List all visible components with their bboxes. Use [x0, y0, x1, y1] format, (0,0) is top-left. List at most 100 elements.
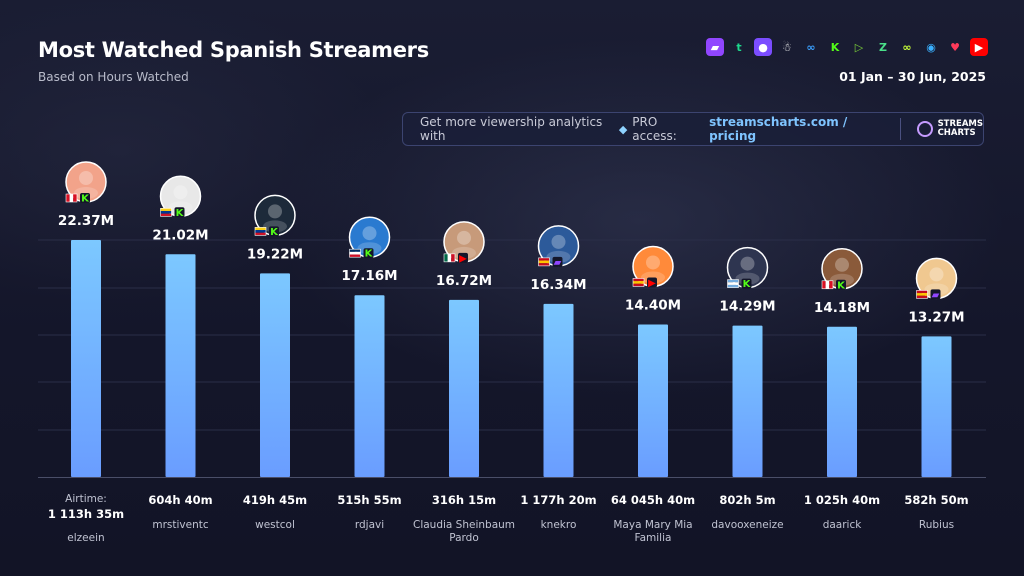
value-label: 17.16M [341, 268, 397, 284]
value-label: 22.37M [58, 213, 114, 229]
promo-banner[interactable]: Get more viewership analytics with ◆ PRO… [402, 112, 984, 146]
rumble-icon: ▷ [854, 40, 864, 54]
bar-5 [449, 299, 479, 477]
flag-stripe [349, 249, 361, 252]
flag-colombia-icon [160, 208, 172, 217]
flag-stripe [255, 232, 266, 236]
twitch-icon: ▰ [932, 290, 940, 301]
airtime-value: 1 113h 35m [48, 507, 124, 521]
page-title: Most Watched Spanish Streamers [38, 38, 429, 62]
flag-spain-icon [538, 257, 550, 267]
flag-argentina-icon [727, 279, 739, 288]
streamer-name: daarick [823, 519, 863, 531]
pricing-link[interactable]: streamscharts.com / pricing [709, 115, 848, 143]
kick-badge-bg [363, 248, 374, 259]
flag-stripe [66, 194, 70, 202]
flag-stripe [829, 280, 833, 289]
flag-stripe [727, 284, 739, 288]
value-label: 21.02M [152, 227, 208, 243]
kick-icon-alt: ● [754, 38, 772, 56]
avatar-face [173, 185, 188, 200]
avatar-face [79, 171, 93, 185]
airtime-value: 419h 45m [243, 493, 307, 507]
twitch-icon: ▰ [554, 257, 562, 268]
streamscharts-logo: STREAMS CHARTS [916, 120, 983, 138]
kick-icon: K [176, 208, 185, 219]
logo-mark-icon [916, 121, 933, 137]
youtube-badge-bg [647, 277, 657, 288]
avatar-face [362, 226, 377, 241]
flag-stripe [633, 283, 644, 287]
streamer-name: mrstiventc [152, 519, 208, 531]
logo-line1: STREAMS [937, 119, 983, 129]
flag-stripe [727, 282, 739, 285]
avatar-face [929, 267, 944, 282]
page-subtitle: Based on Hours Watched [38, 70, 189, 84]
logo-line2: CHARTS [937, 128, 976, 138]
flag-stripe [160, 208, 172, 211]
flag-stripe [825, 280, 830, 289]
streamer-name: Maya Mary Mia [613, 519, 692, 531]
diamond-icon: ◆ [618, 122, 628, 136]
youtube-icon: ▶ [459, 253, 467, 264]
flag-colombia-icon [254, 227, 267, 236]
flag-stripe [727, 279, 739, 283]
airtime-label: Airtime: [65, 493, 107, 505]
airtime-value: 1 177h 20m [520, 493, 596, 507]
infinity-icon: ∞ [806, 40, 816, 54]
bar-3 [260, 273, 290, 477]
flag-stripe [538, 263, 550, 266]
bar-6 [543, 303, 574, 477]
trovo-icon: t [736, 40, 742, 54]
flag-stripe [916, 290, 928, 294]
kick-icon: K [81, 194, 90, 205]
flag-stripe [255, 230, 266, 233]
avatar-face [835, 257, 849, 272]
avatar-face [268, 204, 282, 219]
value-label: 14.40M [625, 297, 681, 313]
value-label: 19.22M [247, 246, 303, 262]
flag-stripe [538, 257, 550, 261]
airtime-value: 515h 55m [337, 493, 401, 507]
flag-stripe [349, 251, 361, 255]
flag-stripe [73, 194, 77, 202]
platform-icons: ▰ t ● ☃ ∞ K ▷ Z ∞ ◉ ♥ ▶ [706, 38, 988, 56]
streamer-name: Pardo [449, 532, 479, 544]
flag-stripe [538, 260, 550, 264]
value-label: 14.29M [719, 299, 775, 315]
flag-peru-icon [65, 193, 78, 203]
kick-badge-bg [80, 193, 90, 203]
promo-text: Get more viewership analytics with [420, 115, 603, 143]
flag-stripe [633, 281, 644, 284]
flag-stripe [633, 278, 644, 282]
heart-icon: ♥ [950, 40, 960, 54]
bar-8 [732, 325, 763, 477]
value-label: 14.18M [814, 300, 870, 316]
streamer-name: westcol [255, 519, 295, 531]
flag-stripe [916, 293, 928, 296]
flag-stripe [69, 194, 74, 202]
streamer-name: knekro [541, 519, 577, 531]
bar-9 [827, 326, 857, 477]
kick-icon: K [270, 227, 279, 238]
airtime-value: 802h 5m [719, 493, 775, 507]
value-label: 16.34M [530, 277, 586, 293]
bar-2 [165, 254, 196, 477]
bar-1 [71, 240, 101, 477]
airtime-value: 1 025h 40m [804, 493, 880, 507]
kick-icon: K [830, 40, 840, 54]
kick-badge-bg [741, 278, 752, 289]
airtime-value: 604h 40m [148, 493, 212, 507]
twitch-icon: ▰ [706, 38, 724, 56]
avatar-face [646, 255, 660, 270]
twitch-badge-bg [930, 289, 941, 300]
flag-peru-icon [821, 280, 834, 290]
bar-10 [921, 336, 952, 477]
flag-stripe [822, 280, 826, 289]
flag-stripe [451, 253, 455, 262]
flag-spain-icon [632, 278, 645, 287]
logo-text: STREAMS CHARTS [938, 120, 983, 138]
streamer-name: Familia [635, 532, 672, 544]
bar-7 [638, 324, 668, 477]
